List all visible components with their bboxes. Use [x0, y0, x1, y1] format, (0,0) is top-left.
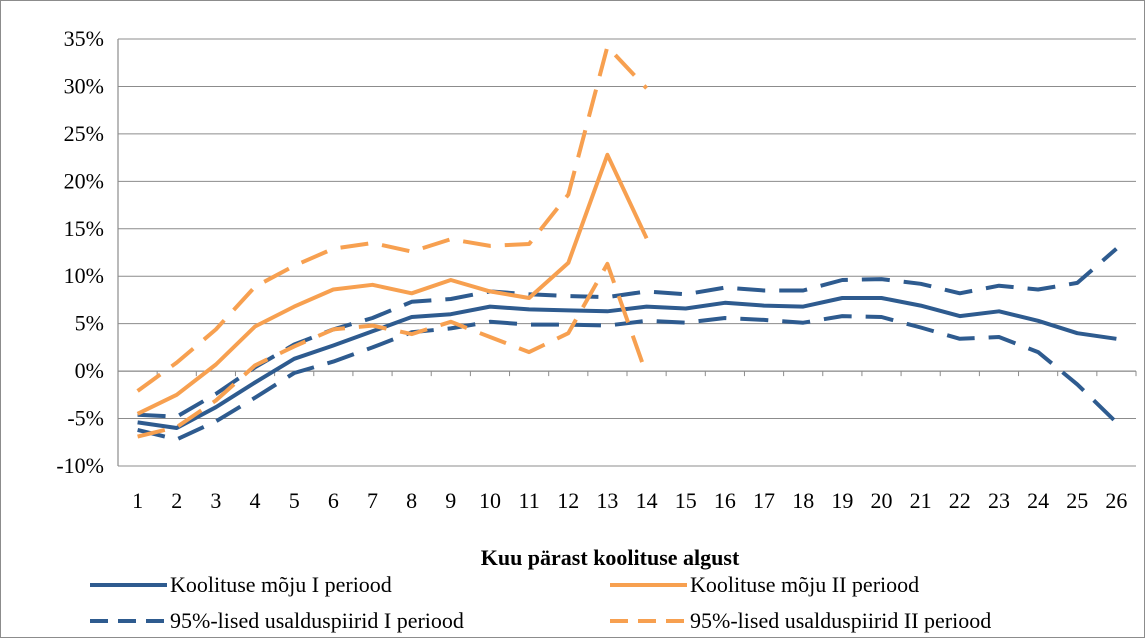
- legend-label: 95%-lised usalduspiirid I periood: [170, 608, 464, 633]
- x-tick-label: 17: [753, 488, 775, 513]
- legend-label: Koolituse mõju II periood: [690, 572, 919, 597]
- x-axis-title: Kuu pärast koolituse algust: [481, 545, 740, 570]
- x-tick-label: 6: [328, 488, 339, 513]
- x-tick-label: 20: [871, 488, 893, 513]
- legend-label: 95%-lised usalduspiirid II periood: [690, 608, 991, 633]
- x-tick-label: 2: [171, 488, 182, 513]
- x-tick-label: 16: [714, 488, 736, 513]
- x-tick-label: 4: [250, 488, 261, 513]
- series-line-p1_mean: [137, 296, 1117, 430]
- y-tick-label: 30%: [64, 73, 104, 98]
- legend: Koolituse mõju I periood Koolituse mõju I…: [90, 572, 991, 633]
- y-tick-label: 20%: [64, 168, 104, 193]
- series-line-p1_upper: [137, 247, 1118, 419]
- x-tick-label: 25: [1066, 488, 1088, 513]
- x-tick-label: 5: [289, 488, 300, 513]
- x-tick-label: 9: [445, 488, 456, 513]
- x-tick-label: 10: [479, 488, 501, 513]
- x-tick-label: 7: [367, 488, 378, 513]
- y-tick-label: 35%: [64, 26, 104, 51]
- x-tick-label: 24: [1027, 488, 1049, 513]
- x-tick-label: 19: [831, 488, 853, 513]
- x-tick-label: 11: [519, 488, 540, 513]
- y-tick-label: 0%: [75, 358, 104, 383]
- series-line-p1_lower: [137, 314, 1118, 442]
- x-axis-ticks: 1 2 3 4 5 6 7 8 9 10 11 12 13 14 15 16 17 18 19 20 21 22 23 24 2…: [132, 488, 1127, 513]
- x-tick-label: 15: [675, 488, 697, 513]
- y-tick-label: 10%: [64, 263, 104, 288]
- x-tick-label: 18: [792, 488, 814, 513]
- x-tick-label: 12: [557, 488, 579, 513]
- x-tick-label: 8: [406, 488, 417, 513]
- series-line-p2_upper: [136, 44, 649, 393]
- series-line-p2_lower: [137, 261, 649, 439]
- y-tick-label: -5%: [67, 406, 104, 431]
- y-tick-label: 25%: [64, 121, 104, 146]
- y-axis-ticks: -10% -5% 0% 5% 10% 15% 20% 25% 30% 35%: [56, 26, 104, 478]
- gridlines: [118, 38, 1136, 467]
- x-tick-label: 23: [988, 488, 1010, 513]
- x-tick-label: 22: [949, 488, 971, 513]
- x-tick-label: 26: [1105, 488, 1127, 513]
- y-tick-label: 15%: [64, 216, 104, 241]
- x-tick-label: 13: [596, 488, 618, 513]
- series-line-p2_mean: [136, 152, 649, 416]
- x-tick-label: 14: [636, 488, 658, 513]
- series-lines: [136, 44, 1118, 442]
- x-tick-label: 3: [210, 488, 221, 513]
- x-tick-label: 21: [910, 488, 932, 513]
- y-tick-label: -10%: [56, 453, 104, 478]
- x-tick-label: 1: [132, 488, 143, 513]
- x-axis: [117, 39, 1137, 466]
- legend-label: Koolituse mõju I periood: [170, 572, 392, 597]
- y-tick-label: 5%: [75, 311, 104, 336]
